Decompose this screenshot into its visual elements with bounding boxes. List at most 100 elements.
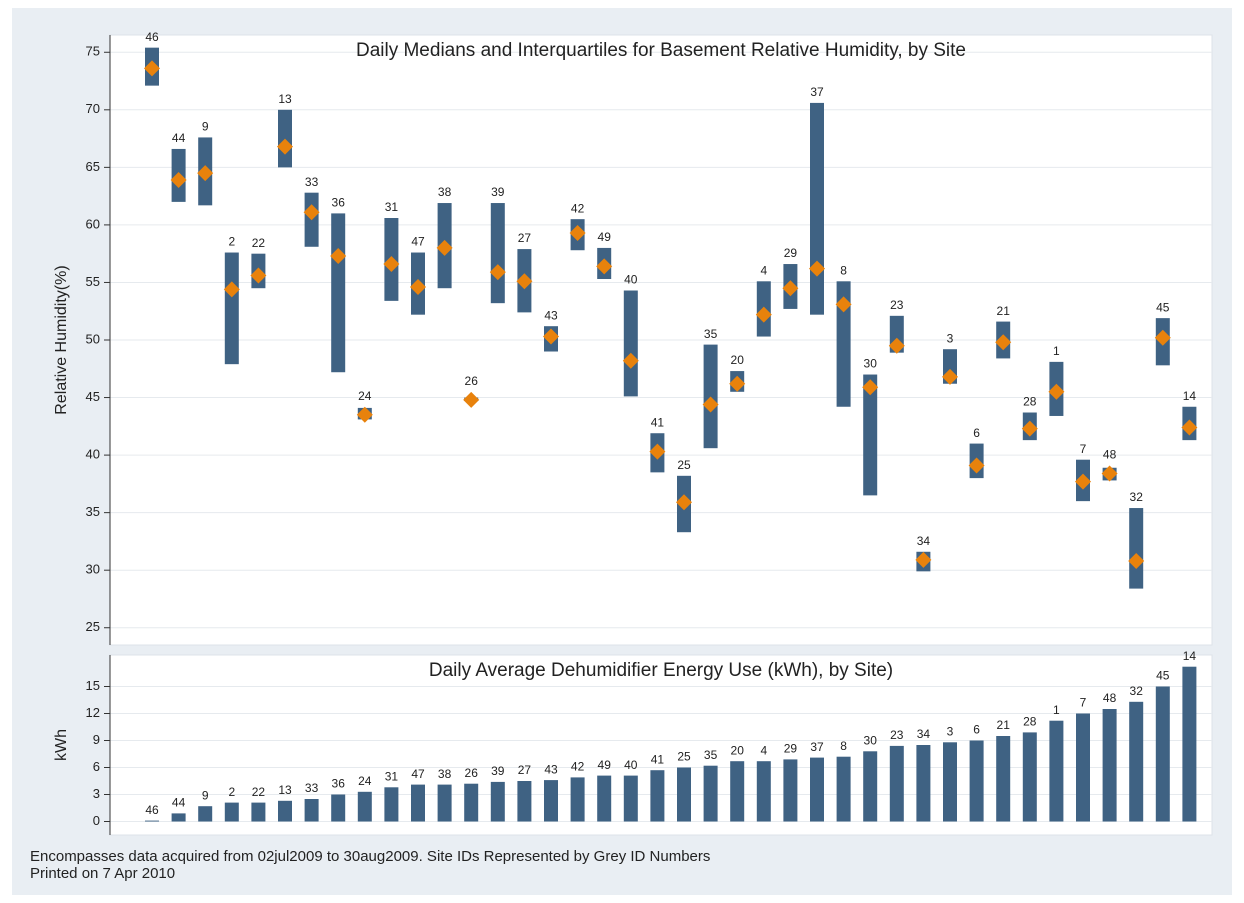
bar: [677, 767, 691, 822]
median-marker: [516, 273, 533, 290]
site-label: 43: [544, 308, 558, 322]
median-marker: [782, 280, 799, 297]
median-marker: [223, 281, 240, 298]
site-label: 8: [840, 739, 847, 753]
bar: [756, 761, 771, 822]
median-marker: [197, 165, 214, 182]
site-label: 47: [411, 235, 425, 249]
bar: [517, 781, 532, 822]
median-marker: [862, 379, 879, 396]
site-label: 21: [997, 304, 1011, 318]
y-tick-label: 45: [86, 389, 100, 404]
median-marker: [702, 396, 719, 413]
site-label: 2: [228, 235, 235, 249]
site-label: 38: [438, 185, 452, 199]
site-label: 42: [571, 201, 585, 215]
bar: [836, 756, 851, 822]
median-marker: [729, 375, 746, 392]
bar: [251, 802, 266, 822]
site-label: 9: [202, 788, 209, 802]
site-label: 46: [145, 30, 159, 44]
bar: [969, 740, 984, 822]
bar: [331, 794, 346, 822]
y-tick-label: 0: [93, 813, 100, 828]
site-label: 48: [1103, 448, 1117, 462]
median-marker: [1128, 552, 1145, 569]
y-tick-label: 70: [86, 101, 100, 116]
bar: [1129, 701, 1144, 822]
bar: [357, 791, 372, 822]
iqr-box: [623, 290, 638, 397]
site-label: 45: [1156, 300, 1170, 314]
site-label: 4: [760, 263, 767, 277]
median-marker: [569, 224, 586, 241]
site-label: 29: [784, 246, 798, 260]
site-label: 1: [1053, 344, 1060, 358]
site-label: 29: [784, 742, 798, 756]
site-label: 39: [491, 764, 505, 778]
bar: [783, 759, 798, 822]
site-label: 33: [305, 781, 319, 795]
bar: [278, 800, 292, 822]
site-label: 36: [332, 196, 346, 210]
site-label: 1: [1053, 703, 1060, 717]
site-label: 7: [1080, 442, 1087, 456]
y-tick-label: 9: [93, 732, 100, 747]
y-tick-label: 60: [86, 216, 100, 231]
y-tick-label: 75: [86, 44, 100, 59]
site-label: 34: [917, 727, 931, 741]
site-label: 20: [731, 353, 745, 367]
median-marker: [303, 204, 320, 221]
y-tick-label: 65: [86, 159, 100, 174]
site-label: 39: [491, 185, 505, 199]
median-marker: [330, 247, 347, 264]
y-tick-label: 12: [86, 705, 100, 720]
site-label: 22: [252, 785, 266, 799]
bar: [623, 775, 638, 822]
median-marker: [1021, 420, 1038, 437]
median-marker: [436, 239, 453, 256]
median-marker: [250, 267, 267, 284]
bar: [171, 813, 186, 822]
site-label: 13: [278, 92, 292, 106]
site-label: 28: [1023, 395, 1037, 409]
y-tick-label: 15: [86, 678, 100, 693]
median-marker: [489, 264, 506, 281]
bar: [490, 781, 505, 822]
site-label: 35: [704, 748, 718, 762]
site-label: 37: [810, 740, 824, 754]
site-label: 34: [917, 534, 931, 548]
chart-title: Daily Medians and Interquartiles for Bas…: [356, 40, 966, 61]
site-label: 3: [947, 331, 954, 345]
site-label: 44: [172, 131, 186, 145]
site-label: 41: [651, 415, 665, 429]
site-label: 27: [518, 231, 532, 245]
iqr-box: [490, 203, 505, 304]
y-tick-label: 35: [86, 504, 100, 519]
y-axis-label: Relative Humidity(%): [53, 265, 70, 414]
median-marker: [463, 391, 480, 408]
site-label: 32: [1130, 490, 1144, 504]
bar: [996, 736, 1011, 822]
median-marker: [649, 443, 666, 460]
note: Printed on 7 Apr 2010: [30, 865, 175, 882]
bar: [889, 745, 904, 822]
site-label: 6: [973, 723, 980, 737]
site-label: 30: [864, 357, 878, 371]
site-label: 23: [890, 728, 904, 742]
site-label: 24: [358, 389, 372, 403]
bar: [650, 770, 665, 822]
median-marker: [356, 406, 373, 423]
site-label: 43: [544, 762, 558, 776]
bar: [1155, 686, 1170, 822]
median-marker: [968, 457, 985, 474]
site-label: 32: [1130, 684, 1144, 698]
iqr-box: [224, 252, 239, 365]
site-label: 9: [202, 120, 209, 134]
y-tick-label: 40: [86, 447, 100, 462]
site-label: 13: [278, 783, 292, 797]
site-label: 27: [518, 763, 532, 777]
median-marker: [809, 260, 825, 277]
site-label: 26: [465, 374, 479, 388]
bar: [1049, 720, 1064, 822]
